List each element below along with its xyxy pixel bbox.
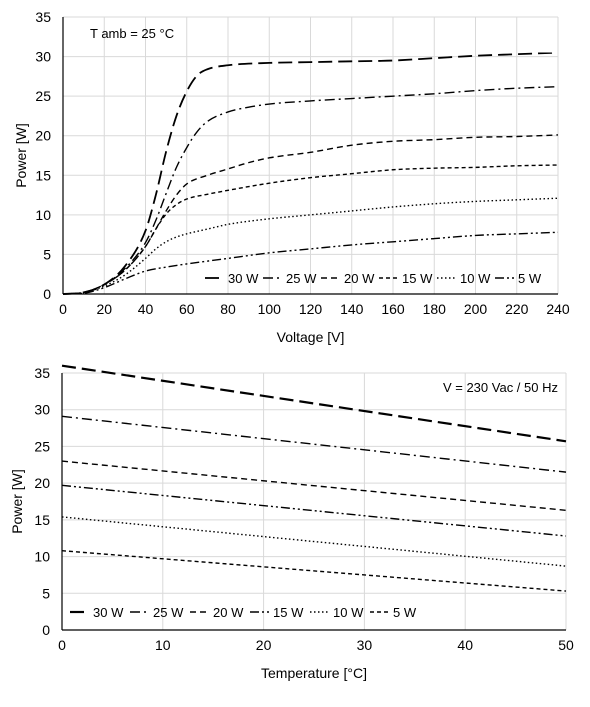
- y-tick-label: 0: [43, 286, 51, 302]
- y-axis-title: Power [W]: [13, 123, 29, 188]
- condition-annotation: V = 230 Vac / 50 Hz: [443, 380, 558, 395]
- x-tick-label: 20: [96, 301, 112, 317]
- y-tick-label: 30: [35, 49, 51, 65]
- series-line-30w: [61, 364, 567, 443]
- legend: 30 W 25 W 20 W 15 W 10 W 5 W: [70, 605, 417, 620]
- legend-label: 5 W: [518, 271, 542, 286]
- series-line-30w: [62, 51, 559, 295]
- legend-label: 25 W: [153, 605, 184, 620]
- x-tick-label: 0: [59, 301, 67, 317]
- grid: [61, 372, 567, 631]
- x-tick-label: 160: [381, 301, 405, 317]
- series-line-5w: [61, 549, 567, 592]
- y-axis-title: Power [W]: [9, 469, 25, 534]
- x-tick-label: 240: [546, 301, 570, 317]
- temperature-power-chart: 0 10 20 30 40 50 0 5 10 15 20 25 30 35 Temperature [°C…: [9, 364, 574, 681]
- y-tick-label: 30: [34, 402, 50, 418]
- y-tick-label: 10: [35, 207, 51, 223]
- x-tick-label: 50: [558, 637, 574, 653]
- y-tick-label: 5: [42, 585, 50, 601]
- x-axis-title: Voltage [V]: [277, 329, 345, 345]
- series-line-20w: [61, 460, 567, 512]
- y-tick-label: 20: [35, 128, 51, 144]
- legend-label: 15 W: [402, 271, 433, 286]
- legend-label: 20 W: [213, 605, 244, 620]
- x-tick-label: 60: [179, 301, 195, 317]
- y-tick-label: 20: [34, 475, 50, 491]
- y-tick-label: 25: [34, 438, 50, 454]
- x-tick-label: 20: [256, 637, 272, 653]
- legend-label: 25 W: [286, 271, 317, 286]
- series-line-10w: [61, 516, 567, 567]
- x-tick-label: 0: [58, 637, 66, 653]
- x-tick-label: 180: [423, 301, 447, 317]
- legend: 30 W 25 W 20 W 15 W 10 W 5 W: [205, 271, 542, 286]
- series-line-15w: [62, 164, 559, 295]
- legend-label: 10 W: [460, 271, 491, 286]
- y-tick-label: 0: [42, 622, 50, 638]
- x-tick-label: 100: [258, 301, 282, 317]
- legend-label: 20 W: [344, 271, 375, 286]
- legend-label: 10 W: [333, 605, 364, 620]
- y-tick-label: 35: [35, 9, 51, 25]
- condition-annotation: T amb = 25 °C: [90, 26, 174, 41]
- legend-label: 5 W: [393, 605, 417, 620]
- y-tick-label: 35: [34, 365, 50, 381]
- x-tick-label: 220: [505, 301, 529, 317]
- legend-label: 30 W: [93, 605, 124, 620]
- y-tick-label: 15: [34, 512, 50, 528]
- series-line-5w: [62, 231, 559, 295]
- grid: [62, 16, 559, 295]
- y-tick-label: 25: [35, 88, 51, 104]
- y-tick-label: 10: [34, 549, 50, 565]
- x-tick-label: 10: [155, 637, 171, 653]
- x-axis-title: Temperature [°C]: [261, 665, 367, 681]
- x-tick-label: 80: [220, 301, 236, 317]
- y-tick-label: 5: [43, 246, 51, 262]
- x-tick-label: 140: [340, 301, 364, 317]
- series-line-15w: [61, 484, 567, 537]
- x-tick-label: 40: [138, 301, 154, 317]
- x-tick-label: 30: [357, 637, 373, 653]
- x-tick-label: 200: [464, 301, 488, 317]
- x-tick-label: 40: [457, 637, 473, 653]
- series-line-25w: [61, 415, 567, 473]
- legend-label: 30 W: [228, 271, 259, 286]
- x-tick-label: 120: [299, 301, 323, 317]
- voltage-power-chart: 0 20 40 60 80 100 120 140 160 180 200 220 240 0 5 10 15 2…: [13, 9, 570, 345]
- legend-label: 15 W: [273, 605, 304, 620]
- y-tick-label: 15: [35, 167, 51, 183]
